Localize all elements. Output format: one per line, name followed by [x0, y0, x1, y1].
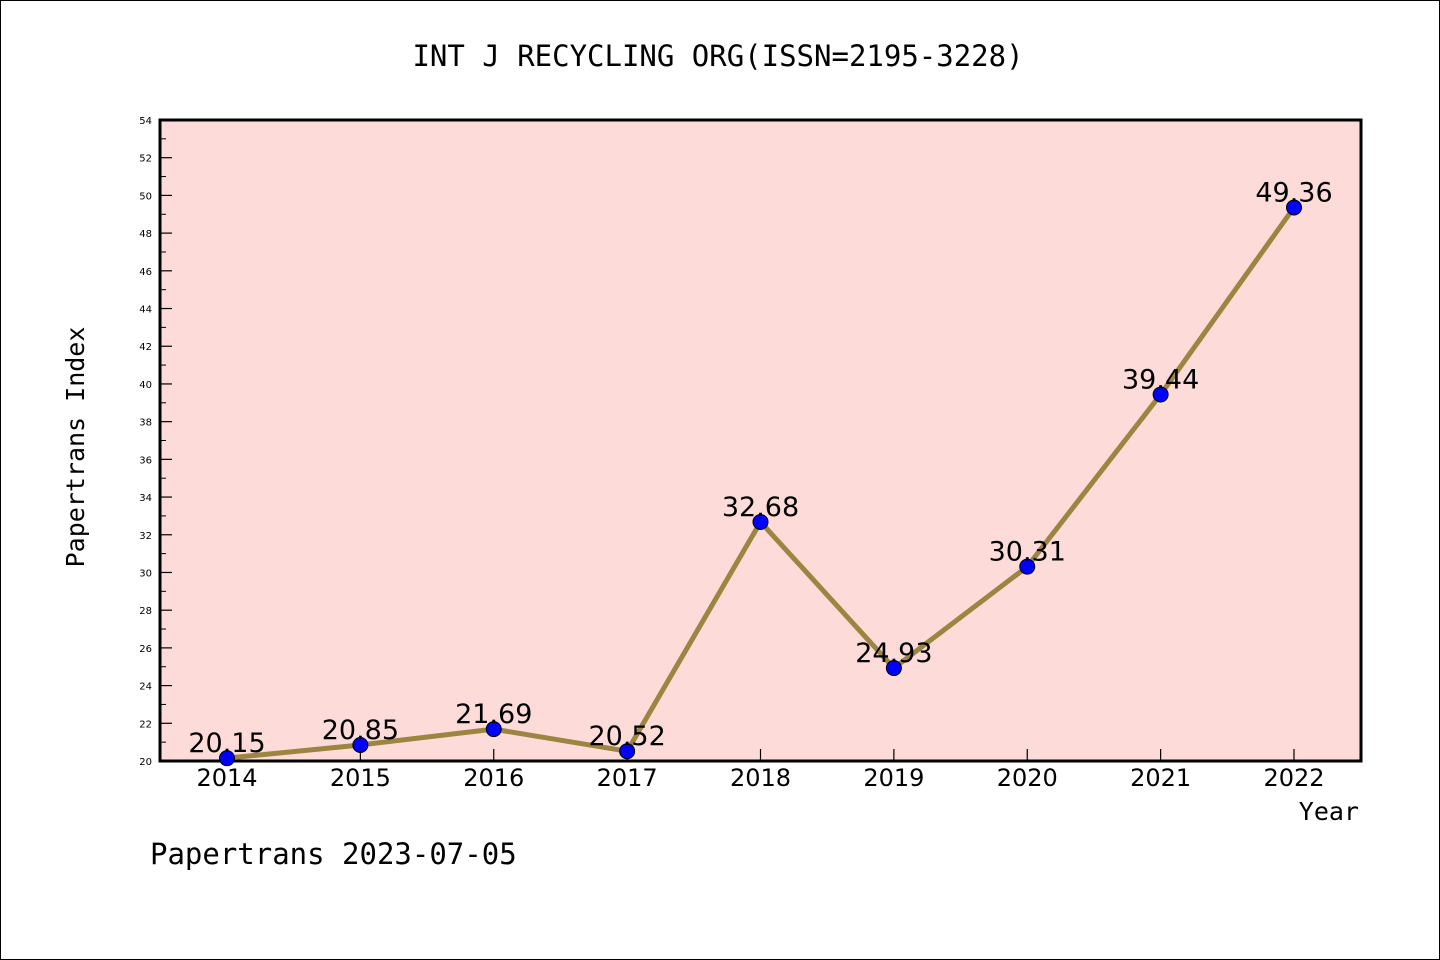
y-tick-label: 38: [139, 418, 152, 429]
data-point-marker: [885, 660, 902, 677]
x-axis-label: Year: [1299, 797, 1359, 826]
y-tick-label: 22: [139, 719, 152, 730]
x-tick-label: 2016: [463, 764, 524, 792]
x-tick-label: 2020: [997, 764, 1058, 792]
y-tick-label: 50: [139, 191, 152, 202]
y-tick-label: 28: [139, 606, 152, 617]
x-axis: 2014 2015 2016 2017 2018 2019 2020 2021 2022: [196, 749, 1325, 792]
x-tick-label: 2019: [863, 764, 924, 792]
footer-text: Papertrans 2023-07-05: [150, 837, 517, 871]
data-label: 20.52: [588, 721, 665, 752]
y-tick-label: 48: [139, 229, 152, 240]
chart-title: INT J RECYCLING ORG(ISSN=2195-3228): [412, 39, 1023, 73]
data-point-marker: [485, 721, 502, 738]
y-tick-label: 32: [139, 531, 152, 542]
data-point-marker: [219, 750, 235, 767]
y-tick-label: 36: [139, 455, 152, 466]
data-point-marker: [352, 736, 369, 753]
x-tick-label: 2022: [1263, 764, 1324, 792]
y-tick-label: 26: [139, 644, 152, 655]
plot-area: [158, 118, 1363, 763]
data-label: 20.85: [322, 715, 399, 746]
y-tick-label: 20: [139, 757, 152, 768]
y-tick-label: 30: [139, 568, 152, 579]
data-point-marker: [1152, 386, 1169, 403]
y-axis-label: Papertrans Index: [61, 327, 90, 568]
data-point-marker: [619, 743, 636, 760]
y-tick-label: 24: [139, 682, 152, 693]
data-label-group: 20.15 20.85 21.69 20.52 32.68 24.93 30.31 39.44…: [188, 177, 1332, 759]
x-tick-label: 2021: [1130, 764, 1191, 792]
x-tick-label: 2015: [330, 764, 391, 792]
y-axis: 20 22 24 26 28 30 32 34 36 38 40 42 44 46 48 50 52 54: [139, 116, 172, 768]
data-point-marker: [752, 513, 769, 530]
y-tick-label: 42: [139, 342, 152, 353]
data-label: 21.69: [455, 699, 532, 730]
data-label: 24.93: [855, 638, 932, 669]
data-label: 30.31: [989, 537, 1066, 568]
y-tick-label: 40: [139, 380, 152, 391]
x-tick-label: 2014: [196, 764, 257, 792]
data-point-marker: [1019, 558, 1036, 575]
x-tick-label: 2018: [730, 764, 791, 792]
y-tick-label: 44: [139, 305, 152, 316]
data-label: 32.68: [722, 492, 799, 523]
data-label: 49.36: [1255, 177, 1332, 208]
series-line-group: [219, 199, 1302, 767]
y-tick-label: 46: [139, 267, 152, 278]
x-tick-label: 2017: [597, 764, 658, 792]
y-tick-label: 34: [139, 493, 152, 504]
y-tick-label: 52: [139, 154, 152, 165]
data-label: 39.44: [1122, 364, 1199, 395]
y-tick-label: 54: [139, 116, 152, 127]
data-label: 20.15: [188, 728, 265, 759]
data-point-marker: [1286, 199, 1302, 216]
